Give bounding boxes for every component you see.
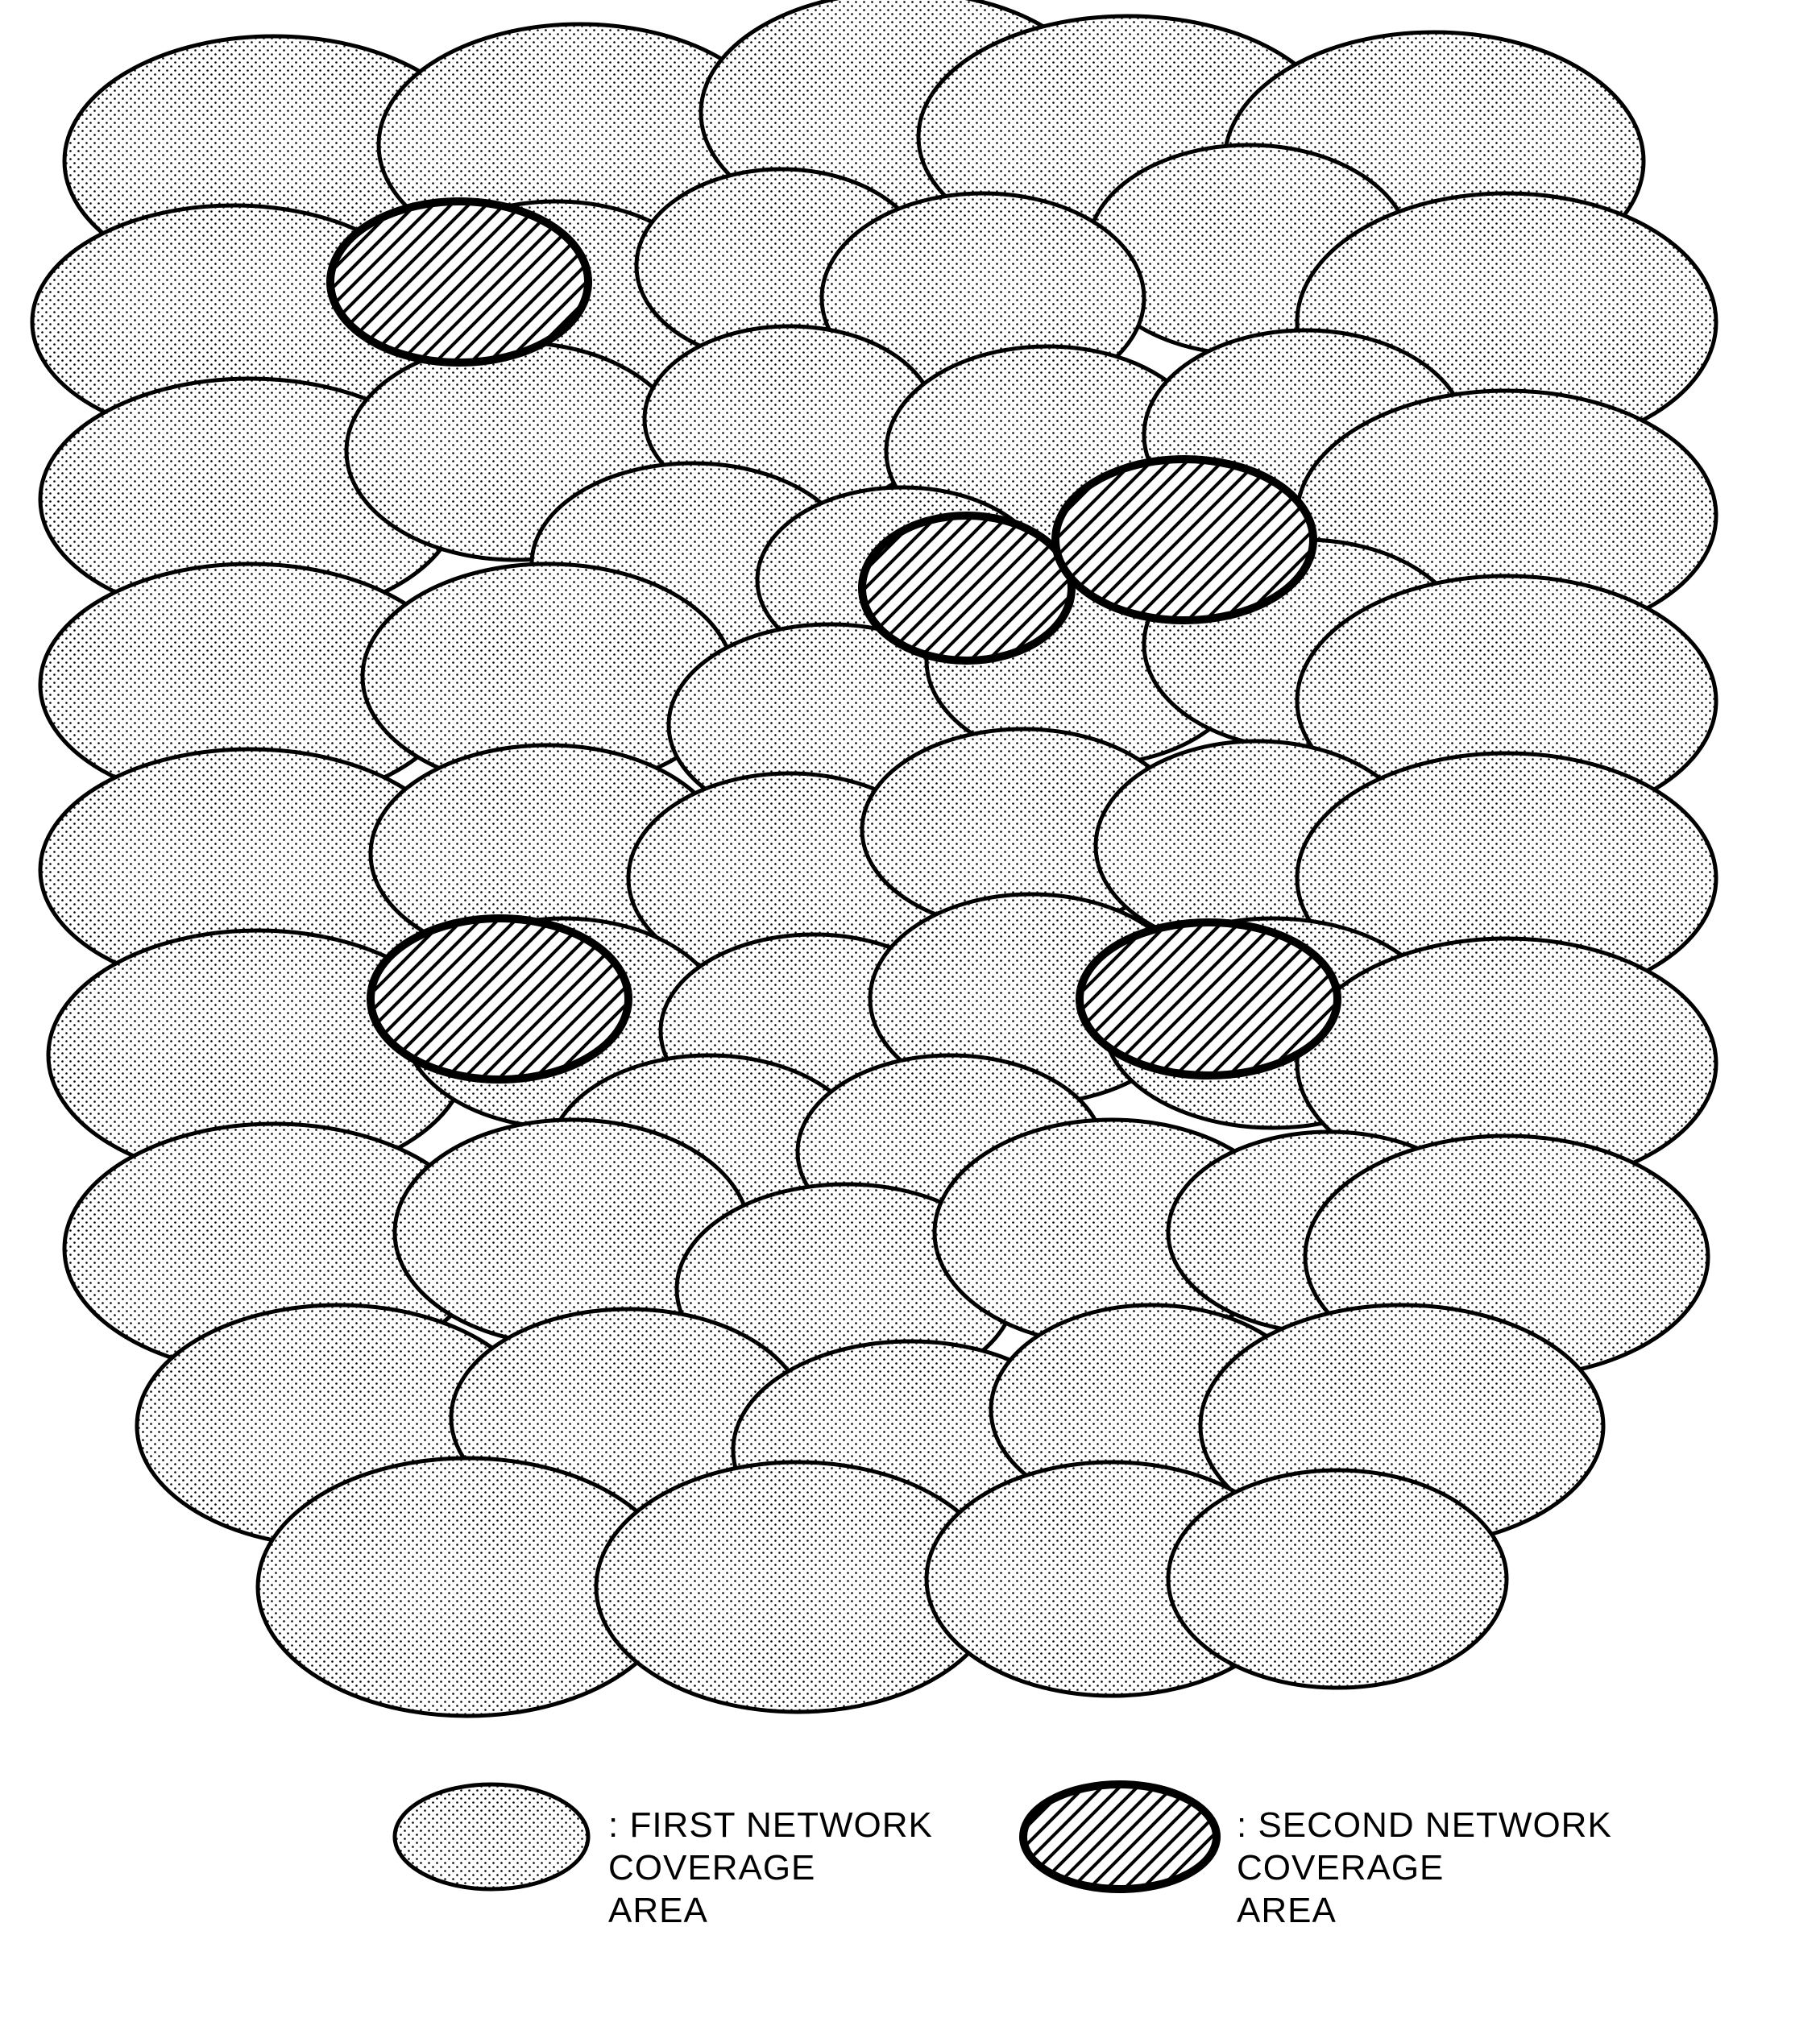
first-network-cell bbox=[1168, 1470, 1507, 1688]
legend-second: : SECOND NETWORKCOVERAGEAREA bbox=[1237, 1805, 1612, 1932]
second-network-cell bbox=[1055, 459, 1313, 620]
legend-second-swatch bbox=[1023, 1784, 1217, 1889]
first-network-group bbox=[32, 0, 1716, 1716]
legend-first: : FIRST NETWORKCOVERAGEAREA bbox=[608, 1805, 933, 1932]
legend-first-label: : FIRST NETWORKCOVERAGEAREA bbox=[608, 1805, 933, 1932]
second-network-cell bbox=[330, 201, 588, 363]
coverage-diagram bbox=[0, 0, 1820, 2043]
second-network-cell bbox=[862, 516, 1072, 661]
legend-first-swatch bbox=[395, 1784, 588, 1889]
legend-second-label: : SECOND NETWORKCOVERAGEAREA bbox=[1237, 1805, 1612, 1932]
second-network-cell bbox=[1080, 922, 1337, 1075]
second-network-cell bbox=[371, 918, 628, 1080]
